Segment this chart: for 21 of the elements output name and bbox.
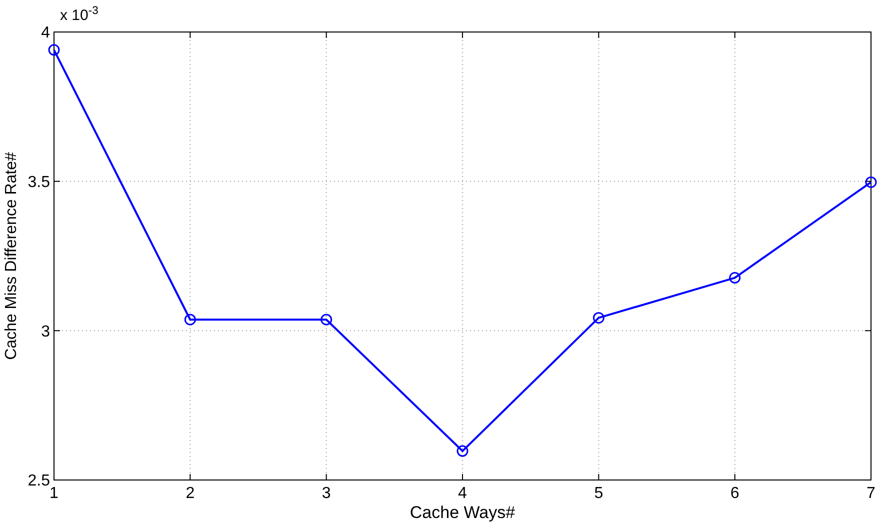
y-tick-label: 4 xyxy=(41,24,50,42)
x-tick-label: 4 xyxy=(458,485,468,502)
point xyxy=(184,314,196,326)
y-axis-title: Cache Miss Difference Rate# xyxy=(3,152,20,360)
x-tick-label: 7 xyxy=(866,485,876,502)
x-tick-label: 5 xyxy=(594,485,604,502)
point xyxy=(592,312,604,324)
point xyxy=(729,272,741,284)
y-tick-label: 3.5 xyxy=(28,174,50,191)
text: x 10$^{-3}$ xyxy=(60,5,98,24)
x-tick-label: 3 xyxy=(322,485,331,502)
x-tick-label: 6 xyxy=(730,485,740,502)
y-tick-label: 3 xyxy=(41,323,50,340)
x-tick-label: 1 xyxy=(50,485,59,502)
point xyxy=(456,445,468,457)
point xyxy=(320,314,332,326)
y-tick-label: 2.5 xyxy=(28,472,50,490)
point xyxy=(865,176,877,188)
x-axis-title: Cache Ways# xyxy=(410,503,516,522)
point xyxy=(48,44,60,56)
x-tick-label: 2 xyxy=(186,485,195,502)
